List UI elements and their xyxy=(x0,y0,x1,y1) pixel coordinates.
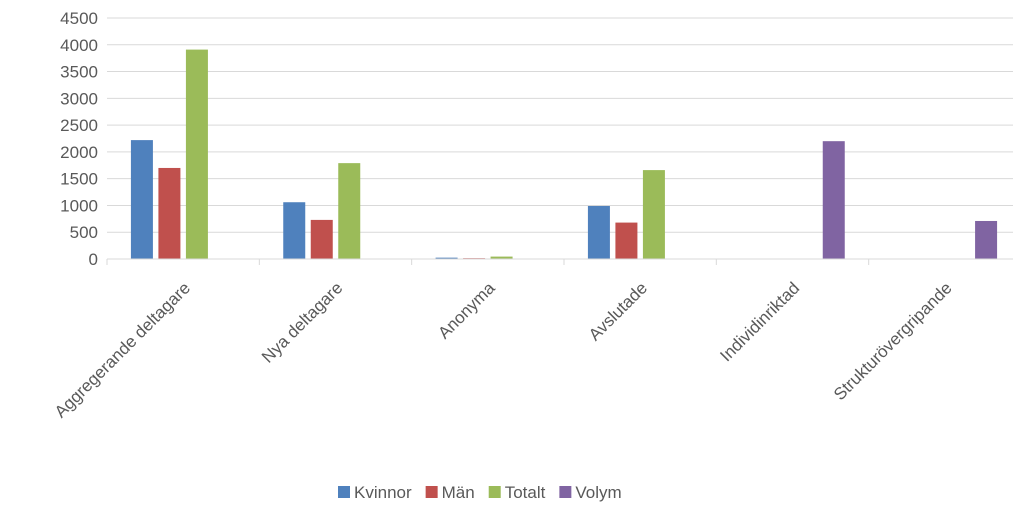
bar-volym xyxy=(822,141,845,259)
y-tick-label: 3500 xyxy=(60,63,98,82)
bar-män xyxy=(615,222,638,259)
y-tick-label: 0 xyxy=(89,250,98,269)
y-tick-label: 1000 xyxy=(60,196,98,215)
y-tick-label: 2500 xyxy=(60,116,98,135)
bar-totalt xyxy=(185,49,208,259)
y-tick-label: 4000 xyxy=(60,36,98,55)
bar-män xyxy=(310,219,333,259)
bar-kvinnor xyxy=(283,202,306,259)
x-category-label: Avslutade xyxy=(585,278,651,344)
bar-volym xyxy=(975,220,998,259)
y-tick-label: 3000 xyxy=(60,89,98,108)
bar-kvinnor xyxy=(435,257,458,259)
legend-swatch xyxy=(488,486,501,498)
y-axis-ticks: 0 500 1000 1500 2000 2500 3000 3500 4000 4500 xyxy=(60,9,98,269)
x-category-label: Anonyma xyxy=(434,278,499,343)
bars xyxy=(130,49,998,259)
bar-män xyxy=(158,167,181,259)
bar-totalt xyxy=(642,170,665,259)
x-category-label: Nya deltagare xyxy=(258,278,346,366)
bar-kvinnor xyxy=(130,140,153,259)
legend-label: Volym xyxy=(575,483,621,502)
x-category-label: Strukturövergripande xyxy=(830,278,956,404)
y-tick-label: 2000 xyxy=(60,143,98,162)
bar-kvinnor xyxy=(587,205,610,259)
x-category-label: Individinriktad xyxy=(716,278,803,365)
legend-label: Män xyxy=(442,483,475,502)
y-tick-label: 500 xyxy=(70,223,98,242)
bar-totalt xyxy=(338,163,361,259)
legend: Kvinnor Män Totalt Volym xyxy=(338,483,622,502)
legend-swatch xyxy=(338,486,350,498)
legend-label: Kvinnor xyxy=(354,483,412,502)
y-tick-label: 1500 xyxy=(60,170,98,189)
bar-totalt xyxy=(490,256,513,259)
legend-swatch xyxy=(559,486,572,498)
x-category-label: Aggregerande deltagare xyxy=(51,278,194,421)
x-axis-category-labels: Aggregerande deltagare Nya deltagare Anony… xyxy=(51,278,956,421)
gridlines xyxy=(107,17,1013,233)
x-axis xyxy=(106,258,1013,265)
y-tick-label: 4500 xyxy=(60,9,98,28)
legend-swatch xyxy=(425,486,438,498)
legend-label: Totalt xyxy=(505,483,546,502)
